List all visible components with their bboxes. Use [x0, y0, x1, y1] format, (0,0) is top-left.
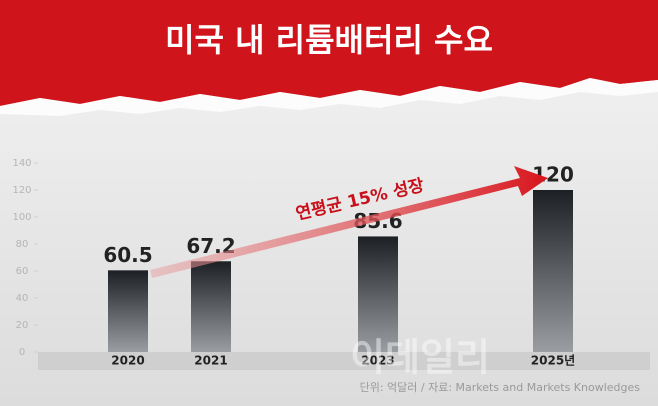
growth-arrow	[150, 166, 548, 278]
torn-edge	[0, 78, 658, 116]
title-banner	[0, 0, 658, 106]
x-tick-label: 2023	[361, 354, 394, 368]
y-tick-label: 120	[12, 185, 31, 196]
value-label: 60.5	[103, 243, 152, 267]
bar	[358, 236, 398, 352]
y-tick-label: 60	[16, 266, 29, 277]
x-tick-label: 2025년	[531, 354, 575, 368]
bar	[533, 190, 573, 352]
y-tick-label: 140	[12, 158, 31, 169]
y-tick-label: 80	[16, 239, 29, 250]
x-axis-band	[38, 352, 650, 370]
chart-title: 미국 내 리튬배터리 수요	[165, 21, 493, 59]
y-tick-label: 20	[16, 320, 29, 331]
x-tick-label: 2021	[194, 354, 227, 368]
source: 단위: 억달러 / 자료: Markets and Markets Knowle…	[360, 381, 641, 394]
bar	[108, 270, 148, 352]
watermark: 이데일리	[350, 336, 490, 380]
bar	[191, 261, 231, 352]
y-tick-label: 100	[12, 212, 31, 223]
y-tick-label: 40	[16, 293, 29, 304]
x-tick-label: 2020	[111, 354, 144, 368]
y-tick-label: 0	[19, 347, 25, 358]
